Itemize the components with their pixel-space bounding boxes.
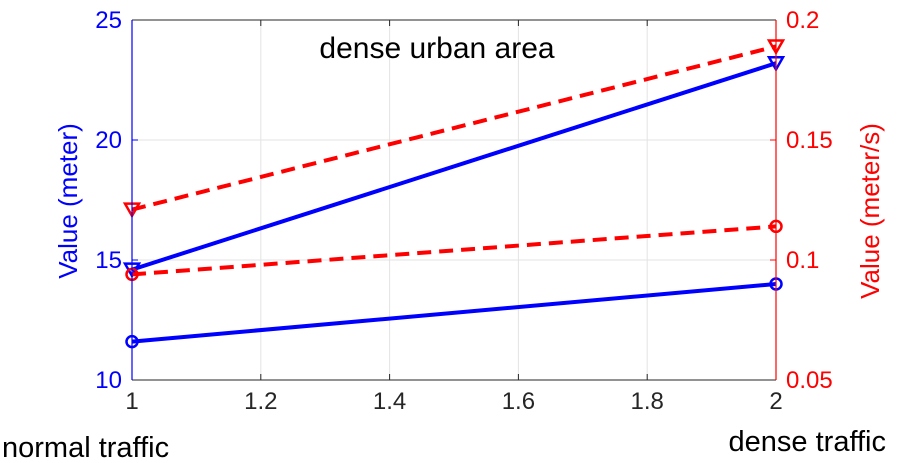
x-tick-label: 1.4 xyxy=(373,388,406,415)
x-tick-label: 1.6 xyxy=(502,388,535,415)
right-y-tick-label: 0.2 xyxy=(786,7,819,34)
left-y-tick-label: 10 xyxy=(95,367,122,394)
left-axis-label: Value (meter) xyxy=(53,123,83,279)
series-line-4 xyxy=(131,224,777,277)
x-tick-label: 1.8 xyxy=(631,388,664,415)
left-y-tick-label: 25 xyxy=(95,7,122,34)
right-axis-label: Value (meter/s) xyxy=(855,123,885,299)
x-tick-label: 1.2 xyxy=(244,388,277,415)
x-tick-label: 2 xyxy=(769,388,782,415)
series-group xyxy=(122,39,786,349)
x-annotation-normal-traffic: normal traffic xyxy=(2,432,169,463)
left-y-tick-label: 15 xyxy=(95,247,122,274)
series-line-2 xyxy=(131,282,777,344)
grid xyxy=(131,19,777,381)
series-line-1 xyxy=(131,61,777,272)
x-tick-label: 1 xyxy=(125,388,138,415)
series-line-3 xyxy=(131,44,777,212)
left-y-tick-label: 20 xyxy=(95,127,122,154)
right-y-tick-label: 0.15 xyxy=(786,127,833,154)
x-annotation-dense-traffic: dense traffic xyxy=(729,426,886,458)
chart-title: dense urban area xyxy=(319,32,554,65)
right-y-tick-label: 0.1 xyxy=(786,247,819,274)
right-y-tick-label: 0.05 xyxy=(786,367,833,394)
axes: 1 1.2 1.4 1.6 1.8 2 10 15 20 25 0.05 0.1 0.15 0.2 xyxy=(95,7,832,415)
